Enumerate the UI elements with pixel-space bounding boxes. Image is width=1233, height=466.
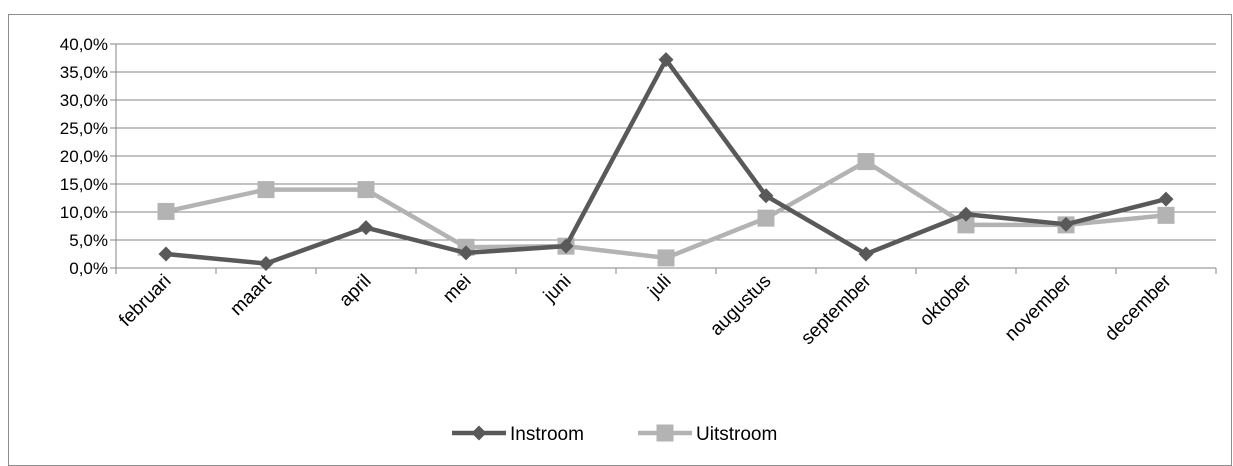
data-point <box>257 181 275 199</box>
data-point <box>657 249 675 267</box>
series-uitstroom <box>157 153 1175 267</box>
data-point <box>471 425 487 441</box>
y-tick-label: 0,0% <box>69 259 108 278</box>
series-group <box>157 52 1175 272</box>
x-tick-label: november <box>1001 270 1076 345</box>
data-point <box>1058 216 1074 232</box>
data-point <box>258 256 274 272</box>
y-tick-label: 5,0% <box>69 231 108 250</box>
legend-item-uitstroom: Uitstroom <box>638 424 777 445</box>
x-tick-label: juli <box>644 271 676 303</box>
data-point <box>656 424 674 442</box>
x-tick-label: oktober <box>916 270 976 330</box>
y-tick-label: 25,0% <box>60 119 108 138</box>
data-point <box>758 188 774 204</box>
gridlines <box>116 43 1216 241</box>
y-tick-label: 30,0% <box>60 91 108 110</box>
x-tick-label: maart <box>226 270 276 320</box>
data-point <box>957 216 975 234</box>
series-instroom <box>158 52 1174 272</box>
y-tick-label: 10,0% <box>60 203 108 222</box>
data-point <box>1157 206 1175 224</box>
data-point <box>558 238 574 254</box>
x-tick-label: mei <box>439 271 476 308</box>
legend-item-instroom: Instroom <box>452 424 584 445</box>
legend: Instroom Uitstroom <box>452 424 777 445</box>
data-point <box>857 153 875 171</box>
x-tick-label: april <box>335 271 375 311</box>
y-tick-label: 40,0% <box>60 35 108 54</box>
data-point <box>157 202 175 220</box>
data-point <box>958 206 974 222</box>
data-point <box>1158 191 1174 207</box>
data-point <box>357 181 375 199</box>
y-tick-label: 15,0% <box>60 175 108 194</box>
y-tick-label: 35,0% <box>60 63 108 82</box>
axes <box>110 43 1217 274</box>
x-tick-label: augustus <box>706 271 775 340</box>
data-point <box>358 220 374 236</box>
legend-label: Instroom <box>510 424 584 445</box>
data-point <box>158 246 174 262</box>
x-tick-label: juni <box>539 271 575 307</box>
series-line <box>165 57 1167 266</box>
data-point <box>858 246 874 262</box>
x-tick-label: december <box>1101 270 1176 345</box>
x-tick-label: februari <box>115 271 175 331</box>
y-axis-tick-labels: 0,0% 5,0% 10,0% 15,0% 20,0% 25,0% 30,0% 35,0% 40… <box>60 35 108 278</box>
legend-label: Uitstroom <box>696 424 777 445</box>
x-tick-label: september <box>797 270 876 349</box>
x-axis-tick-labels: februari maart april mei juni juli augustus sep… <box>115 270 1176 349</box>
data-point <box>458 245 474 261</box>
y-tick-label: 20,0% <box>60 147 108 166</box>
data-point <box>757 209 775 227</box>
data-point <box>658 52 674 68</box>
